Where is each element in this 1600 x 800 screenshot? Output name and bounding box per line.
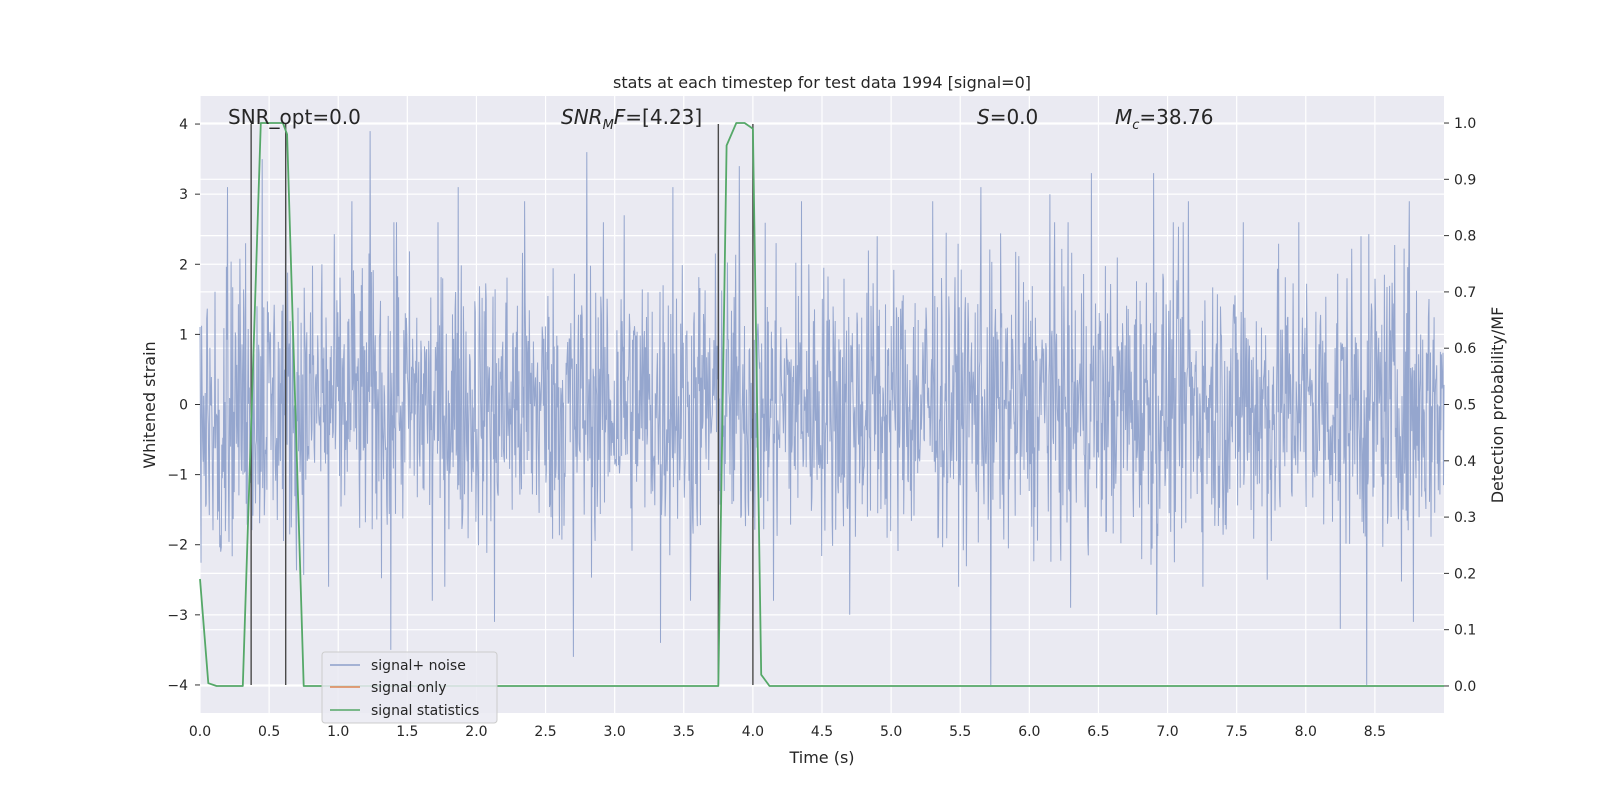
legend-label-signal-statistics: signal statistics — [371, 703, 479, 719]
annotation-s: S=0.0 — [977, 105, 1038, 129]
x-tick-label: 4.0 — [742, 724, 764, 740]
y-left-tick-label: 1 — [179, 327, 188, 343]
x-tick-label: 8.5 — [1364, 724, 1386, 740]
y-left-tick-label: −2 — [167, 538, 188, 554]
y-right-tick-label: 0.5 — [1454, 398, 1476, 414]
legend: signal+ noise signal only signal statist… — [321, 651, 498, 724]
x-tick-label: 2.5 — [534, 724, 556, 740]
y-axis-left-label: Whitened strain — [140, 341, 159, 468]
annotation-snr-mf: SNRMF=[4.23] — [561, 105, 702, 133]
x-tick-label: 3.5 — [673, 724, 695, 740]
x-tick-label: 7.5 — [1226, 724, 1248, 740]
x-tick-label: 1.0 — [327, 724, 349, 740]
y-left-tick-label: −1 — [167, 468, 188, 484]
x-tick-label: 5.0 — [880, 724, 902, 740]
x-tick-label: 8.0 — [1295, 724, 1317, 740]
y-right-tick-label: 0.0 — [1454, 679, 1476, 695]
y-left-tick-label: 3 — [179, 187, 188, 203]
y-left-tick-label: −3 — [167, 608, 188, 624]
y-right-tick-label: 0.4 — [1454, 454, 1476, 470]
x-tick-label: 6.0 — [1018, 724, 1040, 740]
signal-noise-series — [199, 131, 1445, 686]
x-axis-label: Time (s) — [788, 748, 854, 767]
y-left-tick-label: 0 — [179, 398, 188, 414]
x-tick-label: 3.0 — [604, 724, 626, 740]
y-left-tick-label: 4 — [179, 117, 188, 133]
y-right-tick-label: 0.8 — [1454, 229, 1476, 245]
annotation-snr-opt: SNR_opt=0.0 — [228, 105, 361, 129]
signal-noise-line — [199, 131, 1445, 686]
x-tick-label: 0.0 — [189, 724, 211, 740]
legend-label-signal-noise: signal+ noise — [371, 658, 466, 674]
x-tick-label: 7.0 — [1156, 724, 1178, 740]
x-tick-label: 2.0 — [465, 724, 487, 740]
annotations: SNR_opt=0.0 SNRMF=[4.23] S=0.0 Mc=38.76 — [228, 105, 1213, 133]
legend-label-signal-only: signal only — [371, 680, 446, 696]
x-tick-label: 1.5 — [396, 724, 418, 740]
y-axis-right-label: Detection probability/MF — [1488, 307, 1507, 504]
y-right-tick-label: 0.3 — [1454, 510, 1476, 526]
y-axis-left-ticks: −4 −3 −2 −1 0 1 2 3 4 — [167, 117, 200, 694]
x-tick-label: 4.5 — [811, 724, 833, 740]
x-tick-label: 5.5 — [949, 724, 971, 740]
y-right-tick-label: 0.2 — [1454, 566, 1476, 582]
y-axis-right-ticks: 0.0 0.1 0.2 0.3 0.4 0.5 0.6 0.7 0.8 0.9 1.0 — [1444, 116, 1476, 695]
y-right-tick-label: 1.0 — [1454, 116, 1476, 132]
x-tick-label: 0.5 — [258, 724, 280, 740]
y-right-tick-label: 0.9 — [1454, 172, 1476, 188]
y-right-tick-label: 0.6 — [1454, 341, 1476, 357]
legend-box — [321, 651, 498, 724]
x-tick-label: 6.5 — [1087, 724, 1109, 740]
y-right-tick-label: 0.7 — [1454, 285, 1476, 301]
signal-statistics-series — [199, 122, 1444, 687]
chart-title: stats at each timestep for test data 199… — [613, 73, 1031, 92]
signal-statistics-line — [199, 122, 1444, 687]
vertical-markers — [250, 124, 754, 685]
y-left-tick-label: −4 — [167, 678, 188, 694]
y-left-tick-label: 2 — [179, 257, 188, 273]
annotation-mc: Mc=38.76 — [1115, 105, 1213, 133]
x-axis-ticks: 0.0 0.5 1.0 1.5 2.0 2.5 3.0 3.5 4.0 4.5 5.0 5.5 6.0 6… — [189, 724, 1386, 740]
y-right-tick-label: 0.1 — [1454, 623, 1476, 639]
